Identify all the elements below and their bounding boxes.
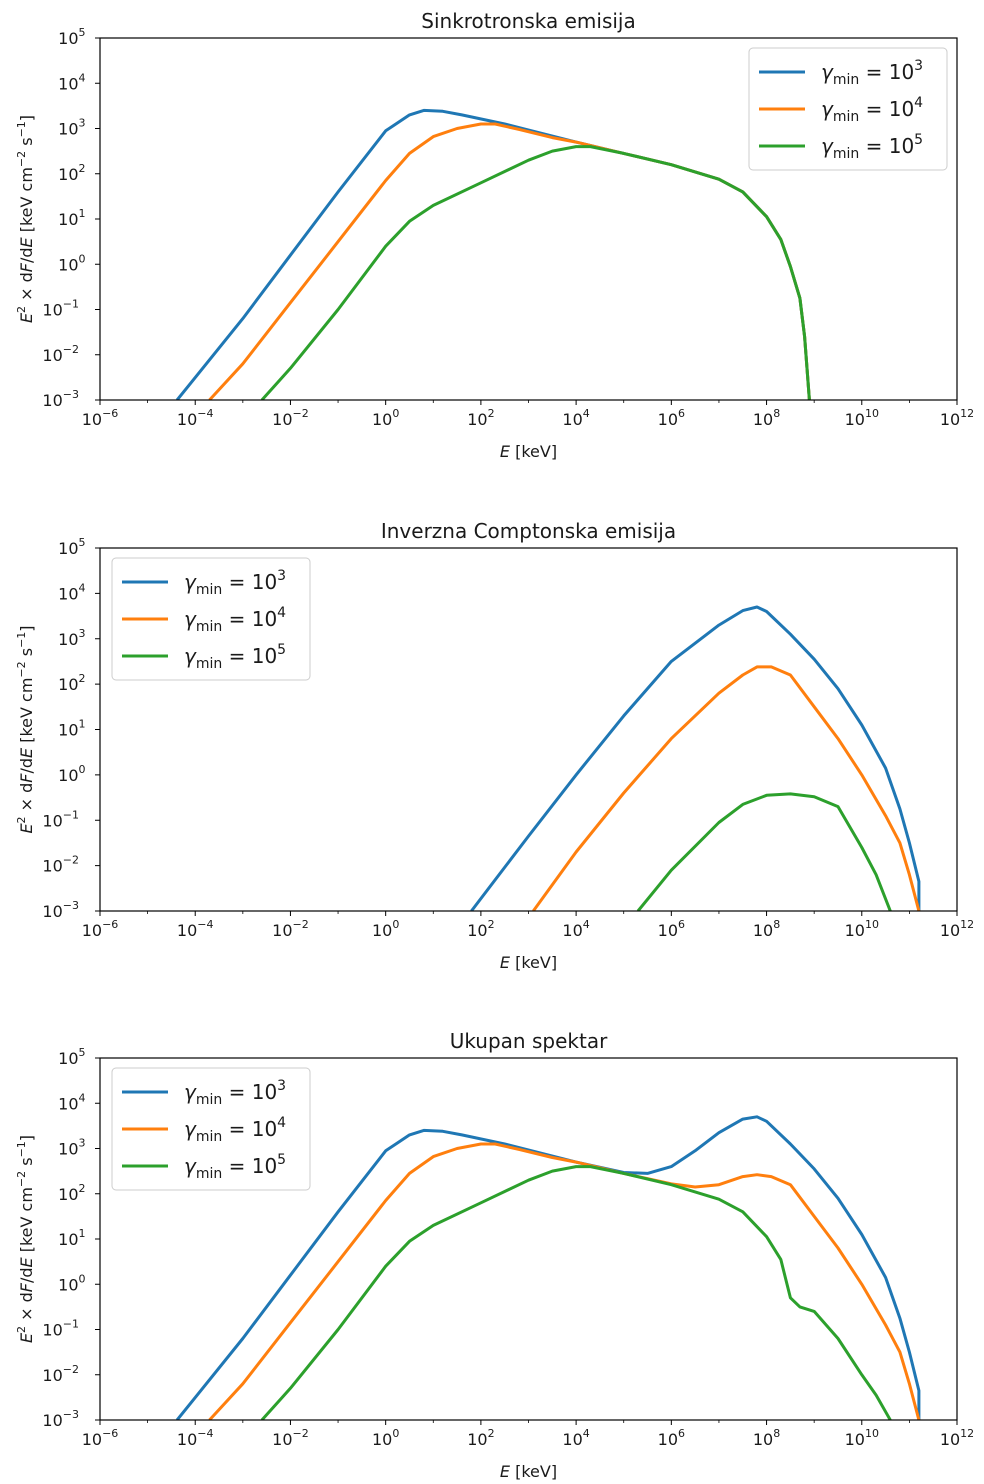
x-tick-label: 10−6 xyxy=(82,407,119,429)
x-tick-label: 104 xyxy=(562,407,589,429)
y-tick-label: 10−2 xyxy=(42,1363,79,1385)
x-tick-label: 106 xyxy=(658,918,685,940)
y-tick-label: 102 xyxy=(58,1182,85,1204)
y-tick-label: 103 xyxy=(58,117,85,139)
x-tick-label: 102 xyxy=(467,407,494,429)
y-axis-label: E2 × dF/dE [keV cm−2 s−1] xyxy=(15,625,36,833)
y-tick-label: 105 xyxy=(58,536,85,558)
legend: γmin = 103 γmin = 104 γmin = 105 xyxy=(748,47,948,171)
legend-box xyxy=(748,47,948,171)
legend-entry-label: γmin = 105 xyxy=(821,132,923,162)
series-line-3 xyxy=(260,1165,892,1420)
legend-entry-label: γmin = 105 xyxy=(184,642,286,672)
legend: γmin = 103 γmin = 104 γmin = 105 xyxy=(111,557,311,681)
x-axis-label: E [keV] xyxy=(500,953,557,972)
x-tick-label: 10−2 xyxy=(272,1427,309,1449)
legend-entry-label: γmin = 103 xyxy=(184,1078,286,1108)
y-tick-label: 102 xyxy=(58,162,85,184)
y-tick-label: 10−2 xyxy=(42,854,79,876)
x-tick-label: 10−4 xyxy=(177,1427,214,1449)
legend-entry-label: γmin = 103 xyxy=(821,58,923,88)
legend-box xyxy=(111,557,311,681)
series-line-3 xyxy=(636,792,892,911)
x-tick-label: 104 xyxy=(562,918,589,940)
series-line-1 xyxy=(175,1115,921,1420)
legend-entry-label: γmin = 104 xyxy=(184,605,286,635)
y-tick-label: 103 xyxy=(58,1137,85,1159)
y-tick-label: 10−3 xyxy=(42,388,79,410)
x-tick-label: 104 xyxy=(562,1427,589,1449)
x-tick-label: 106 xyxy=(658,1427,685,1449)
y-tick-label: 102 xyxy=(58,672,85,694)
x-axis-label: E [keV] xyxy=(500,442,557,461)
chart-title: Ukupan spektar xyxy=(450,1029,608,1053)
legend-entry-label: γmin = 104 xyxy=(184,1115,286,1145)
series-line-3 xyxy=(260,145,811,400)
legend-box xyxy=(111,1067,311,1191)
x-tick-label: 100 xyxy=(372,1427,399,1449)
x-tick-label: 1012 xyxy=(940,1427,974,1449)
y-tick-label: 104 xyxy=(58,71,85,93)
x-tick-label: 108 xyxy=(753,1427,780,1449)
y-tick-label: 101 xyxy=(58,1227,85,1249)
x-tick-label: 10−2 xyxy=(272,918,309,940)
y-tick-label: 10−1 xyxy=(42,1318,79,1340)
chart-title: Sinkrotronska emisija xyxy=(421,9,635,33)
x-tick-label: 1010 xyxy=(845,918,879,940)
chart-panel-1: Sinkrotronska emisija 10−6 10−4 10−2 100 102 1… xyxy=(15,9,974,461)
x-tick-label: 10−4 xyxy=(177,918,214,940)
y-axis-label: E2 × dF/dE [keV cm−2 s−1] xyxy=(15,1135,36,1343)
x-tick-label: 10−6 xyxy=(82,918,119,940)
y-tick-label: 101 xyxy=(58,207,85,229)
y-tick-label: 104 xyxy=(58,1091,85,1113)
y-tick-label: 10−1 xyxy=(42,298,79,320)
x-tick-label: 100 xyxy=(372,407,399,429)
x-tick-label: 102 xyxy=(467,1427,494,1449)
y-tick-label: 10−1 xyxy=(42,808,79,830)
series-lines xyxy=(175,108,811,400)
series-lines xyxy=(470,605,921,911)
x-tick-label: 10−6 xyxy=(82,1427,119,1449)
y-tick-label: 101 xyxy=(58,718,85,740)
series-line-2 xyxy=(532,665,921,911)
y-tick-label: 10−3 xyxy=(42,899,79,921)
x-tick-label: 108 xyxy=(753,918,780,940)
series-lines xyxy=(175,1115,921,1420)
x-tick-label: 100 xyxy=(372,918,399,940)
y-tick-label: 10−2 xyxy=(42,343,79,365)
y-tick-label: 104 xyxy=(58,581,85,603)
x-tick-label: 1010 xyxy=(845,407,879,429)
y-tick-label: 10−3 xyxy=(42,1408,79,1430)
y-tick-label: 105 xyxy=(58,26,85,48)
y-axis-label: E2 × dF/dE [keV cm−2 s−1] xyxy=(15,115,36,323)
x-tick-label: 1010 xyxy=(845,1427,879,1449)
chart-title: Inverzna Comptonska emisija xyxy=(381,519,676,543)
x-tick-label: 10−4 xyxy=(177,407,214,429)
y-tick-label: 103 xyxy=(58,627,85,649)
x-axis-label: E [keV] xyxy=(500,1462,557,1481)
y-tick-label: 100 xyxy=(58,252,85,274)
y-tick-label: 100 xyxy=(58,763,85,785)
x-tick-label: 108 xyxy=(753,407,780,429)
y-tick-label: 100 xyxy=(58,1272,85,1294)
legend-entry-label: γmin = 105 xyxy=(184,1152,286,1182)
chart-panel-3: Ukupan spektar 10−6 10−4 10−2 100 102 104 106 10… xyxy=(15,1029,974,1481)
chart-panel-2: Inverzna Comptonska emisija 10−6 10−4 10−2 1… xyxy=(15,519,974,972)
legend-entry-label: γmin = 104 xyxy=(821,95,923,125)
x-tick-label: 102 xyxy=(467,918,494,940)
x-tick-label: 10−2 xyxy=(272,407,309,429)
x-tick-label: 1012 xyxy=(940,918,974,940)
x-tick-label: 1012 xyxy=(940,407,974,429)
x-tick-label: 106 xyxy=(658,407,685,429)
legend-entry-label: γmin = 103 xyxy=(184,568,286,598)
y-tick-label: 105 xyxy=(58,1046,85,1068)
legend: γmin = 103 γmin = 104 γmin = 105 xyxy=(111,1067,311,1191)
series-line-1 xyxy=(470,605,921,911)
